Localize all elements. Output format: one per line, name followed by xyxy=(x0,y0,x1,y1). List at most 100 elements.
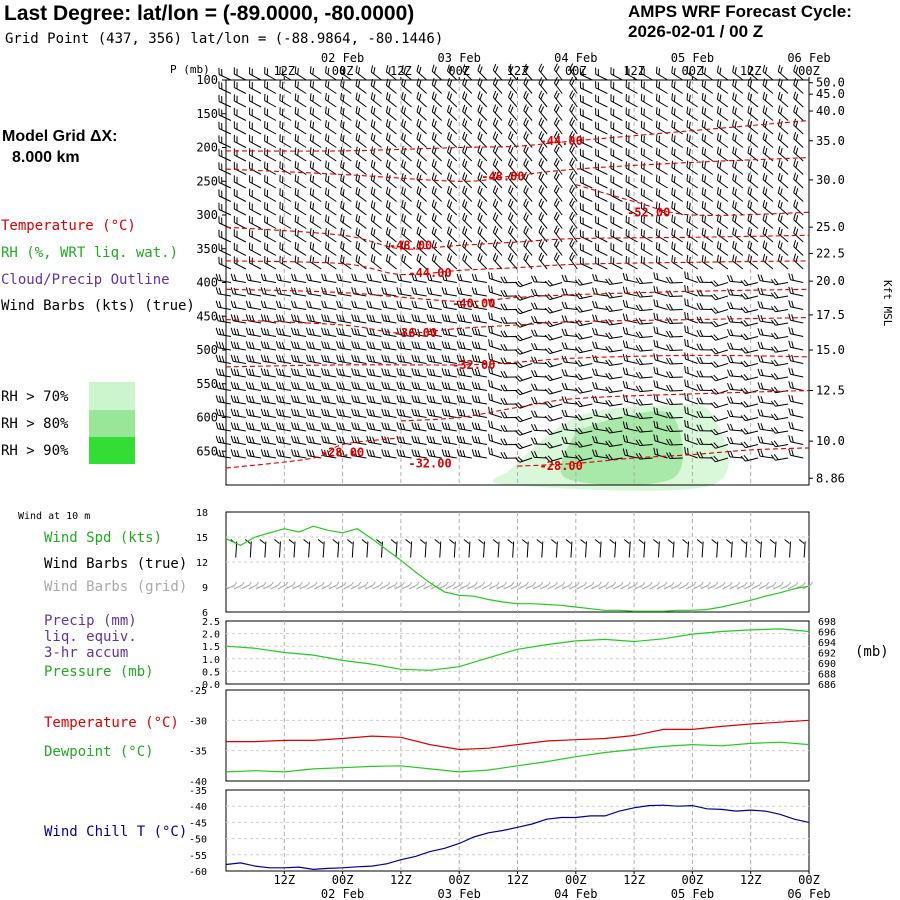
wind-barb-true xyxy=(711,539,719,558)
wind-barb xyxy=(462,239,473,256)
wind-barb xyxy=(401,146,412,162)
wind-barb xyxy=(279,66,292,81)
wind-barb xyxy=(477,77,488,94)
wind-barb xyxy=(625,188,638,202)
wind-barb xyxy=(215,327,231,337)
wind-barb xyxy=(544,279,563,287)
wind-barb xyxy=(275,273,292,283)
wind-barb xyxy=(441,449,457,459)
wind-barb xyxy=(523,90,533,108)
wind-barb xyxy=(340,146,352,162)
wind-barb xyxy=(340,187,352,202)
wind-barb xyxy=(538,63,548,81)
wind-barb-grid xyxy=(773,581,784,590)
wind-barb xyxy=(291,368,307,378)
wind-barb xyxy=(291,327,307,337)
wind-barb xyxy=(747,105,759,121)
wind-barb xyxy=(716,146,729,162)
wind-barb xyxy=(401,65,412,81)
temperature-contour xyxy=(225,260,810,276)
wind-barb xyxy=(215,354,231,364)
wind-barb xyxy=(793,145,804,162)
wind-barb xyxy=(366,341,382,351)
wind-barb xyxy=(215,381,231,391)
wind-barb xyxy=(605,291,623,299)
wind-barb xyxy=(686,228,698,243)
wind-barb xyxy=(218,162,232,175)
wind-barb xyxy=(385,132,397,148)
wind-speed-label: Wind Spd (kts) xyxy=(44,530,162,546)
wind-barb xyxy=(355,132,367,148)
wind-barb xyxy=(500,384,518,392)
wind-barb xyxy=(514,415,533,423)
pressure-tick-label-right: 692 xyxy=(818,649,836,660)
wind-barb xyxy=(666,344,683,351)
wind-barb xyxy=(218,216,232,229)
wind-barb xyxy=(696,438,713,445)
wind-barb xyxy=(264,80,277,94)
wind-barb xyxy=(553,144,563,162)
wind-barb xyxy=(635,398,653,406)
temperature-contour-label: -28.00 xyxy=(540,459,583,473)
wind-barb xyxy=(279,147,292,162)
date-label-bottom: 02 Feb xyxy=(321,887,364,900)
wind-barb xyxy=(492,77,503,94)
wind-barb xyxy=(740,441,759,449)
wind-barb xyxy=(306,327,322,337)
wind-barb xyxy=(757,314,774,324)
wind-barb xyxy=(279,120,292,135)
wind-barb xyxy=(530,383,548,391)
wind-barb xyxy=(471,273,487,283)
wind-barb xyxy=(605,278,623,286)
wind-barb xyxy=(294,133,307,148)
wind-barb xyxy=(508,144,518,162)
wind-barb xyxy=(716,173,729,189)
wind-barb xyxy=(492,239,503,256)
wind-barb xyxy=(431,226,443,243)
wind-barb xyxy=(291,354,307,364)
wind-barb xyxy=(291,314,307,324)
wind-barb xyxy=(653,434,668,445)
wind-barb xyxy=(488,312,503,324)
wind-barb xyxy=(249,67,262,81)
wind-barb xyxy=(579,189,593,202)
wind-barb xyxy=(684,311,698,324)
wind-barb xyxy=(777,172,789,189)
wind-barb xyxy=(740,319,759,327)
wind-barb xyxy=(605,372,623,380)
wind-barb xyxy=(426,422,442,432)
wind-barb xyxy=(325,147,337,162)
wind-barb xyxy=(727,382,743,391)
wind-barb xyxy=(727,396,743,405)
wind-barb xyxy=(635,277,653,285)
wind-barb xyxy=(355,173,367,189)
wind-speed-tick-label: 18 xyxy=(196,508,208,519)
pressure-tick-label: 200 xyxy=(196,141,218,155)
wind-barb xyxy=(477,104,488,121)
kft-tick-label: 40.0 xyxy=(816,104,845,118)
wind-barb xyxy=(696,276,713,283)
wind-barb xyxy=(396,381,412,391)
wind-barb xyxy=(579,175,593,189)
wind-barb xyxy=(684,406,698,418)
wind-barb xyxy=(471,408,487,418)
wind-barb xyxy=(671,147,683,162)
wind-barb xyxy=(610,229,623,243)
wind-barb xyxy=(275,381,292,391)
wind-barb xyxy=(523,212,533,229)
wind-barb xyxy=(579,229,593,243)
wind-barb xyxy=(710,347,729,355)
wind-barb xyxy=(426,381,442,391)
wind-barb-true xyxy=(609,539,617,558)
wind-barb xyxy=(625,242,638,256)
wind-barb xyxy=(671,106,683,121)
wind-barb xyxy=(306,300,322,310)
wind-barb xyxy=(640,161,653,175)
wind-barb xyxy=(370,92,382,108)
wind-barb xyxy=(762,78,774,94)
wind-barb xyxy=(260,368,277,378)
wind-barb xyxy=(701,146,714,162)
wind-barb-grid xyxy=(277,581,289,590)
wind-barb xyxy=(309,187,322,202)
wind-barb xyxy=(793,240,804,256)
